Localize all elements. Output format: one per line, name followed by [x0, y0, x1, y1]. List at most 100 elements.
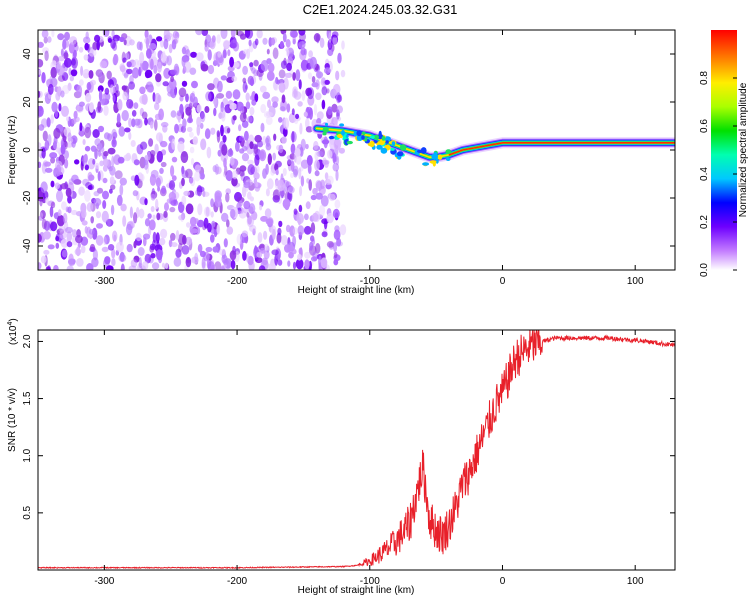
noise-speckle: [44, 167, 53, 173]
noise-speckle: [150, 58, 154, 70]
noise-speckle: [238, 135, 245, 142]
noise-speckle: [248, 203, 256, 215]
noise-speckle: [309, 241, 314, 251]
noise-speckle: [212, 98, 217, 105]
noise-speckle: [181, 177, 185, 187]
signal-blob: [322, 132, 327, 136]
noise-speckle: [50, 180, 55, 188]
noise-speckle: [42, 47, 50, 54]
noise-speckle: [335, 70, 340, 81]
noise-speckle: [252, 228, 256, 236]
noise-speckle: [298, 204, 303, 213]
noise-speckle: [130, 259, 138, 268]
noise-speckle: [199, 250, 206, 258]
noise-speckle: [223, 171, 227, 178]
noise-speckle: [315, 92, 322, 101]
noise-speckle: [242, 250, 247, 261]
noise-speckle: [292, 235, 297, 247]
noise-speckle: [202, 190, 206, 198]
signal-blob: [356, 130, 362, 137]
noise-speckle: [272, 152, 277, 161]
noise-speckle: [126, 99, 134, 109]
noise-speckle: [119, 65, 126, 73]
noise-speckle: [223, 238, 228, 248]
noise-speckle: [278, 220, 283, 228]
x-tick-label: 100: [627, 276, 644, 287]
noise-speckle: [292, 227, 299, 235]
noise-speckle: [110, 184, 116, 190]
noise-speckle: [156, 36, 163, 42]
noise-speckle: [75, 235, 83, 244]
noise-speckle: [68, 42, 75, 54]
noise-speckle: [324, 178, 331, 185]
noise-speckle: [56, 215, 65, 227]
noise-speckle: [278, 69, 286, 79]
noise-speckle: [201, 30, 209, 36]
noise-speckle: [56, 190, 63, 203]
noise-speckle: [295, 69, 301, 82]
noise-speckle: [326, 241, 335, 248]
noise-speckle: [196, 104, 202, 114]
noise-speckle: [204, 206, 211, 218]
noise-speckle: [219, 107, 226, 119]
noise-speckle: [110, 84, 114, 95]
noise-speckle: [340, 69, 346, 78]
noise-speckle: [101, 246, 109, 253]
noise-speckle: [102, 30, 110, 37]
noise-speckle: [327, 47, 334, 57]
colorbar: 0.0 0.2 0.4 0.6 0.8 Normalized spectral ampl…: [699, 30, 749, 277]
noise-speckle: [38, 124, 45, 131]
noise-speckle: [98, 149, 102, 157]
noise-speckle: [96, 223, 103, 229]
noise-speckle: [332, 152, 337, 164]
noise-speckle: [247, 164, 255, 176]
noise-speckle: [84, 145, 91, 152]
noise-speckle: [158, 108, 165, 121]
noise-speckle: [129, 39, 135, 46]
noise-speckle: [177, 141, 185, 153]
noise-speckle: [291, 130, 295, 143]
colorbar-tick-label: 0.8: [699, 71, 710, 85]
noise-speckle: [296, 213, 304, 225]
noise-speckle: [245, 101, 251, 110]
noise-speckle: [232, 115, 237, 121]
noise-speckle: [131, 67, 140, 79]
noise-speckle: [189, 146, 195, 154]
noise-speckle: [226, 219, 230, 228]
noise-speckle: [107, 244, 115, 251]
x-tick-label: -300: [94, 576, 114, 587]
noise-speckle: [241, 230, 249, 238]
noise-speckle: [49, 206, 54, 218]
noise-speckle: [214, 195, 222, 208]
spectrogram-x-label: Height of straight line (km): [298, 285, 415, 296]
signal-blob: [364, 137, 368, 142]
noise-speckle: [274, 163, 279, 171]
noise-speckle: [227, 49, 231, 57]
noise-speckle: [62, 212, 68, 224]
noise-speckle: [319, 37, 325, 49]
noise-speckle: [181, 46, 187, 55]
noise-speckle: [149, 243, 156, 251]
noise-speckle: [62, 39, 67, 50]
noise-speckle: [298, 167, 302, 180]
noise-speckle: [52, 140, 57, 150]
noise-speckle: [283, 117, 290, 130]
spectrogram-y-axis: -40 -20 0 20 40: [22, 48, 675, 253]
noise-speckle: [96, 187, 104, 194]
noise-speckle: [216, 224, 221, 235]
noise-speckle: [67, 132, 72, 143]
noise-speckle: [153, 64, 158, 74]
noise-speckle: [288, 112, 297, 124]
noise-speckle: [102, 200, 107, 209]
noise-speckle: [68, 258, 76, 266]
noise-speckle: [41, 30, 49, 39]
noise-speckle: [278, 144, 284, 154]
noise-speckle: [320, 195, 329, 207]
noise-speckle: [178, 215, 184, 221]
noise-speckle: [171, 138, 176, 150]
noise-speckle: [47, 36, 52, 43]
noise-speckle: [197, 243, 203, 253]
signal-blob: [341, 129, 345, 136]
noise-speckle: [133, 159, 140, 166]
x-tick-label: -300: [94, 276, 114, 287]
